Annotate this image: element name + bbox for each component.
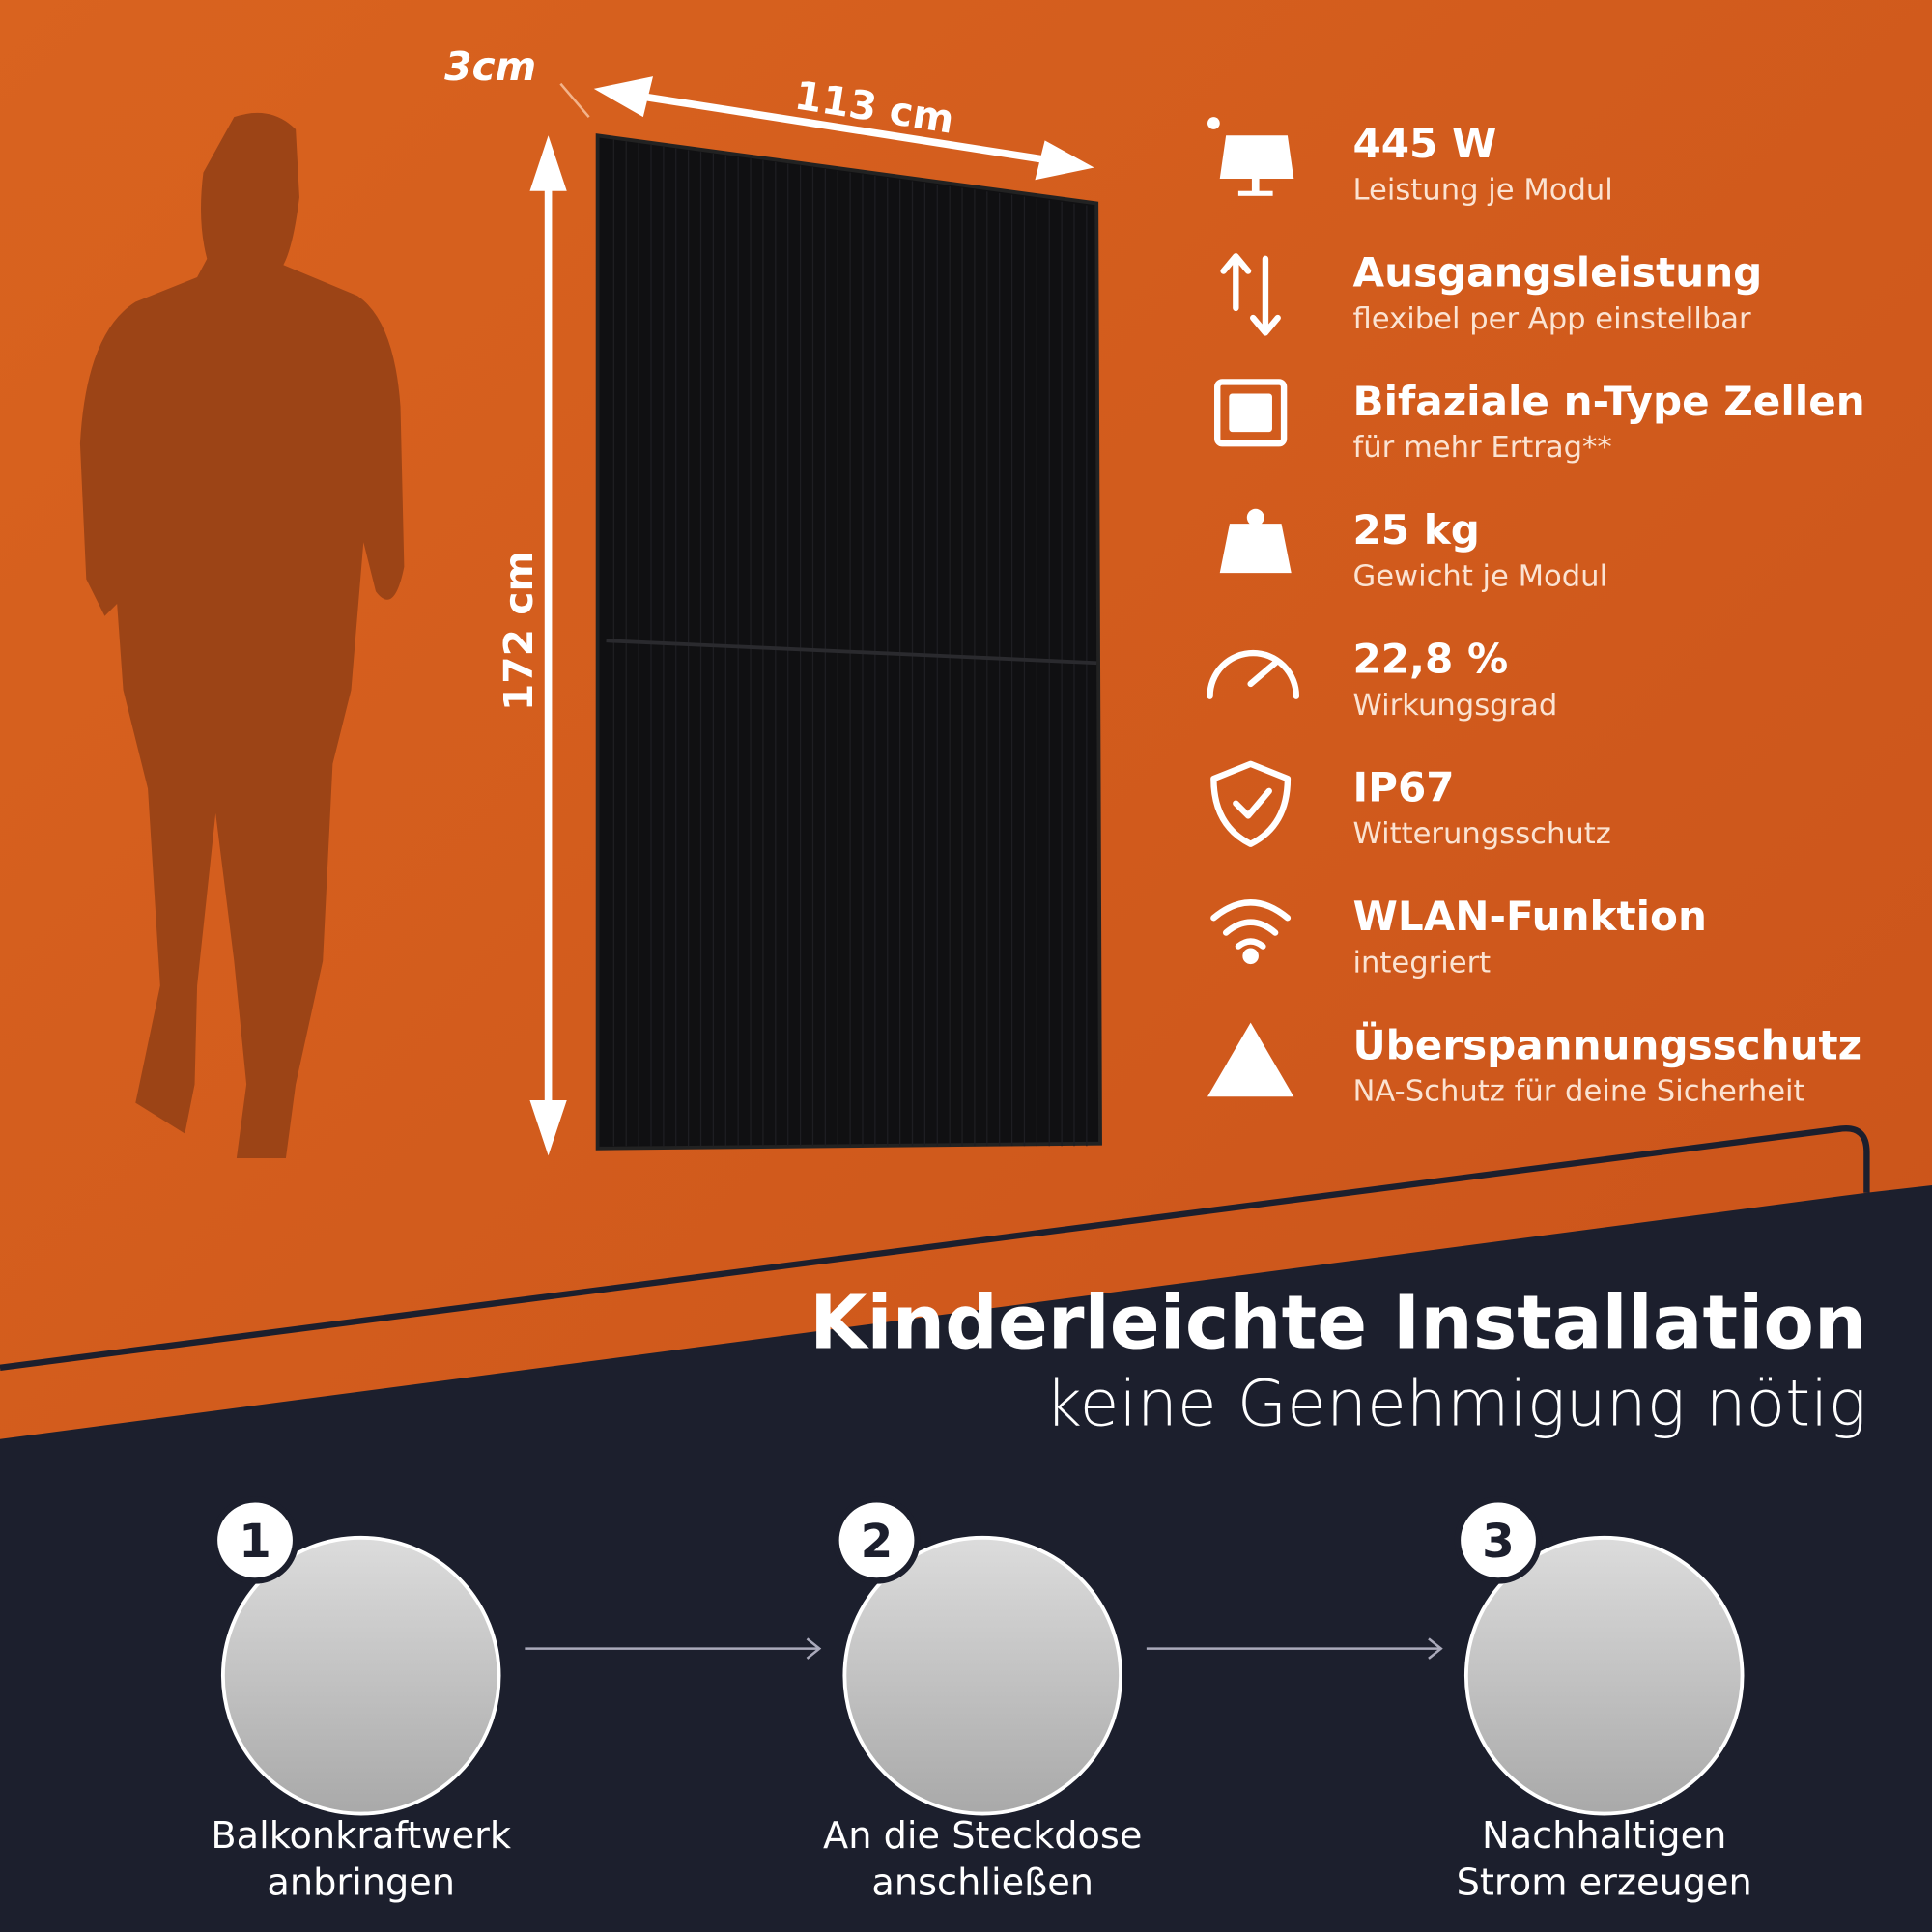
step-label: anschließen	[871, 1861, 1094, 1905]
step-number: 2	[861, 1515, 894, 1569]
feature-title: Ausgangsleistung	[1353, 249, 1763, 297]
feature-title: 445 W	[1353, 120, 1497, 167]
panel-cells	[612, 139, 1088, 1147]
feature-title: 25 kg	[1353, 506, 1480, 554]
feature-list: 445 W Leistung je Modul Ausgangsleistung fl…	[1353, 120, 1865, 1108]
step-number: 1	[239, 1515, 271, 1569]
install-title: Kinderleichte Installation	[810, 1280, 1866, 1366]
install-subtitle: keine Genehmigung nötig	[1045, 1366, 1867, 1441]
person-silhouette	[79, 112, 405, 1158]
step-number: 3	[1482, 1515, 1515, 1569]
depth-label: 3cm	[444, 43, 536, 90]
step-label: Strom erzeugen	[1457, 1861, 1752, 1905]
height-label: 172 cm	[496, 551, 542, 711]
step-label: anbringen	[267, 1861, 455, 1905]
feature-title: WLAN-Funktion	[1353, 893, 1707, 940]
step-label: An die Steckdose	[823, 1814, 1142, 1858]
panel-split	[606, 639, 1097, 666]
step-label: Nachhaltigen	[1482, 1814, 1726, 1858]
feature-subtitle: NA-Schutz für deine Sicherheit	[1353, 1075, 1805, 1109]
feature-title: Bifaziale n-Type Zellen	[1353, 378, 1865, 425]
feature-subtitle: flexibel per App einstellbar	[1353, 302, 1752, 336]
divider-line	[0, 1125, 1870, 1371]
step-label: Balkonkraftwerk	[211, 1814, 511, 1858]
step-arrowhead	[806, 1637, 822, 1660]
feature-subtitle: integriert	[1353, 946, 1492, 980]
step-arrowhead	[1428, 1637, 1443, 1660]
depth-marker	[559, 82, 590, 119]
feature-subtitle: Witterungsschutz	[1353, 817, 1611, 851]
step-image	[220, 1535, 501, 1816]
feature-subtitle: Leistung je Modul	[1353, 174, 1613, 208]
step-badge	[1454, 1496, 1543, 1584]
feature-subtitle: Wirkungsgrad	[1353, 689, 1558, 723]
feature-title: 22,8 %	[1353, 635, 1509, 682]
feature-subtitle: für mehr Ertrag**	[1353, 431, 1612, 465]
step-image	[842, 1535, 1122, 1816]
feature-subtitle: Gewicht je Modul	[1353, 560, 1608, 594]
feature-title: Überspannungsschutz	[1353, 1020, 1862, 1068]
step-badge	[211, 1496, 299, 1584]
step-badge	[833, 1496, 921, 1584]
feature-icons	[1207, 117, 1300, 1097]
feature-title: IP67	[1353, 764, 1455, 811]
step-image	[1463, 1535, 1745, 1816]
dimension-arrows	[529, 76, 1094, 1156]
